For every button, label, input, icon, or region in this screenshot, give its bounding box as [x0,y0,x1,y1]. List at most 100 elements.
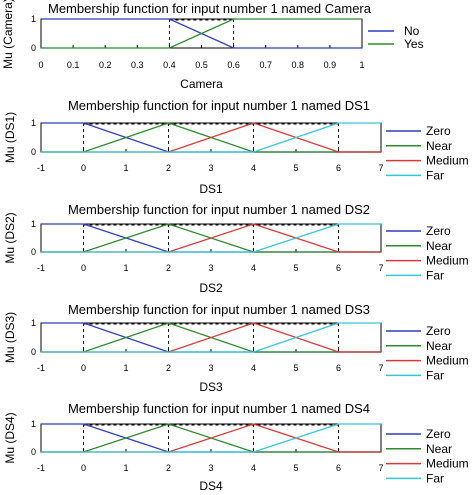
x-tick-label: -1 [37,263,45,273]
chart-panel-4: Membership function for input number 1 n… [3,302,469,394]
x-axis-label: DS4 [199,479,223,493]
chart-title: Membership function for input number 1 n… [48,1,372,16]
x-tick-label: 4 [251,163,256,173]
x-tick-label: 3 [208,463,213,473]
x-tick-label: 0.5 [195,60,208,70]
y-axis-label: Mu (DS2) [3,212,17,263]
legend-label: Near [426,339,452,353]
x-tick-label: 7 [378,363,383,373]
x-tick-label: 6 [336,363,341,373]
x-tick-label: 6 [336,463,341,473]
legend-label: Zero [426,324,451,338]
chart-title: Membership function for input number 1 n… [68,98,370,113]
chart-title: Membership function for input number 1 n… [68,202,370,217]
x-tick-label: 5 [293,263,298,273]
x-tick-label: 0.7 [259,60,272,70]
x-axis-label: DS1 [199,182,223,196]
chart-title: Membership function for input number 1 n… [68,401,370,416]
x-tick-label: 1 [359,60,364,70]
legend-label: Far [426,268,444,282]
x-tick-label: 5 [293,463,298,473]
x-tick-label: 0 [38,60,43,70]
legend-label: Medium [426,457,469,471]
series-line-far [41,223,381,253]
chart-panel-5: Membership function for input number 1 n… [3,401,469,493]
x-tick-label: 2 [166,463,171,473]
x-tick-label: -1 [37,163,45,173]
chart-panel-2: Membership function for input number 1 n… [3,98,469,196]
x-tick-label: 4 [251,463,256,473]
x-tick-label: 0 [81,363,86,373]
x-tick-label: 7 [378,263,383,273]
x-tick-label: 0 [81,263,86,273]
series-line-far [41,423,381,453]
y-tick-label: 1 [31,118,36,128]
x-tick-label: 0.6 [227,60,240,70]
x-tick-label: 2 [166,363,171,373]
y-axis-label: Mu (DS1) [3,112,17,163]
x-tick-label: 3 [208,263,213,273]
x-tick-label: 0.4 [163,60,176,70]
x-tick-label: 5 [293,163,298,173]
x-tick-label: 6 [336,263,341,273]
y-tick-label: 0 [31,147,36,157]
chart-panel-3: Membership function for input number 1 n… [3,202,469,295]
chart-panel-1: Membership function for input number 1 n… [1,0,424,91]
legend-label: Yes [404,37,424,51]
x-tick-label: -1 [37,363,45,373]
x-tick-label: 7 [378,463,383,473]
x-tick-label: 0.9 [324,60,337,70]
legend-label: No [404,24,420,38]
legend-label: Medium [426,254,469,268]
x-tick-label: 2 [166,163,171,173]
x-tick-label: 0 [81,163,86,173]
y-tick-label: 0 [31,347,36,357]
x-tick-label: -1 [37,463,45,473]
x-tick-label: 0.1 [67,60,80,70]
y-tick-label: 1 [31,318,36,328]
legend-label: Zero [426,124,451,138]
x-tick-label: 1 [123,463,128,473]
x-tick-label: 4 [251,363,256,373]
series-line-far [41,122,381,153]
x-tick-label: 7 [378,163,383,173]
legend-label: Near [426,139,452,153]
x-tick-label: 5 [293,363,298,373]
x-tick-label: 0 [81,463,86,473]
legend-label: Zero [426,427,451,441]
y-tick-label: 0 [31,43,36,53]
x-axis-label: Camera [180,77,223,91]
y-tick-label: 0 [31,447,36,457]
y-tick-label: 1 [31,219,36,229]
x-tick-label: 4 [251,263,256,273]
x-tick-label: 1 [123,263,128,273]
x-tick-label: 3 [208,163,213,173]
series-line-yes [41,18,362,49]
y-axis-label: Mu (DS4) [3,412,17,463]
x-axis-label: DS3 [199,380,223,394]
legend-label: Medium [426,354,469,368]
x-tick-label: 0.3 [131,60,144,70]
x-tick-label: 0.2 [99,60,112,70]
y-tick-label: 0 [31,247,36,257]
y-tick-label: 1 [31,419,36,429]
x-tick-label: 1 [123,363,128,373]
x-tick-label: 3 [208,363,213,373]
x-axis-label: DS2 [199,281,223,295]
x-tick-label: 2 [166,263,171,273]
legend-label: Far [426,168,444,182]
y-tick-label: 1 [31,14,36,24]
series-line-far [41,322,381,353]
legend-label: Medium [426,154,469,168]
chart-title: Membership function for input number 1 n… [68,302,370,317]
legend-label: Far [426,471,444,485]
y-axis-label: Mu (Camera) [1,0,15,69]
legend-label: Far [426,368,444,382]
x-tick-label: 1 [123,163,128,173]
